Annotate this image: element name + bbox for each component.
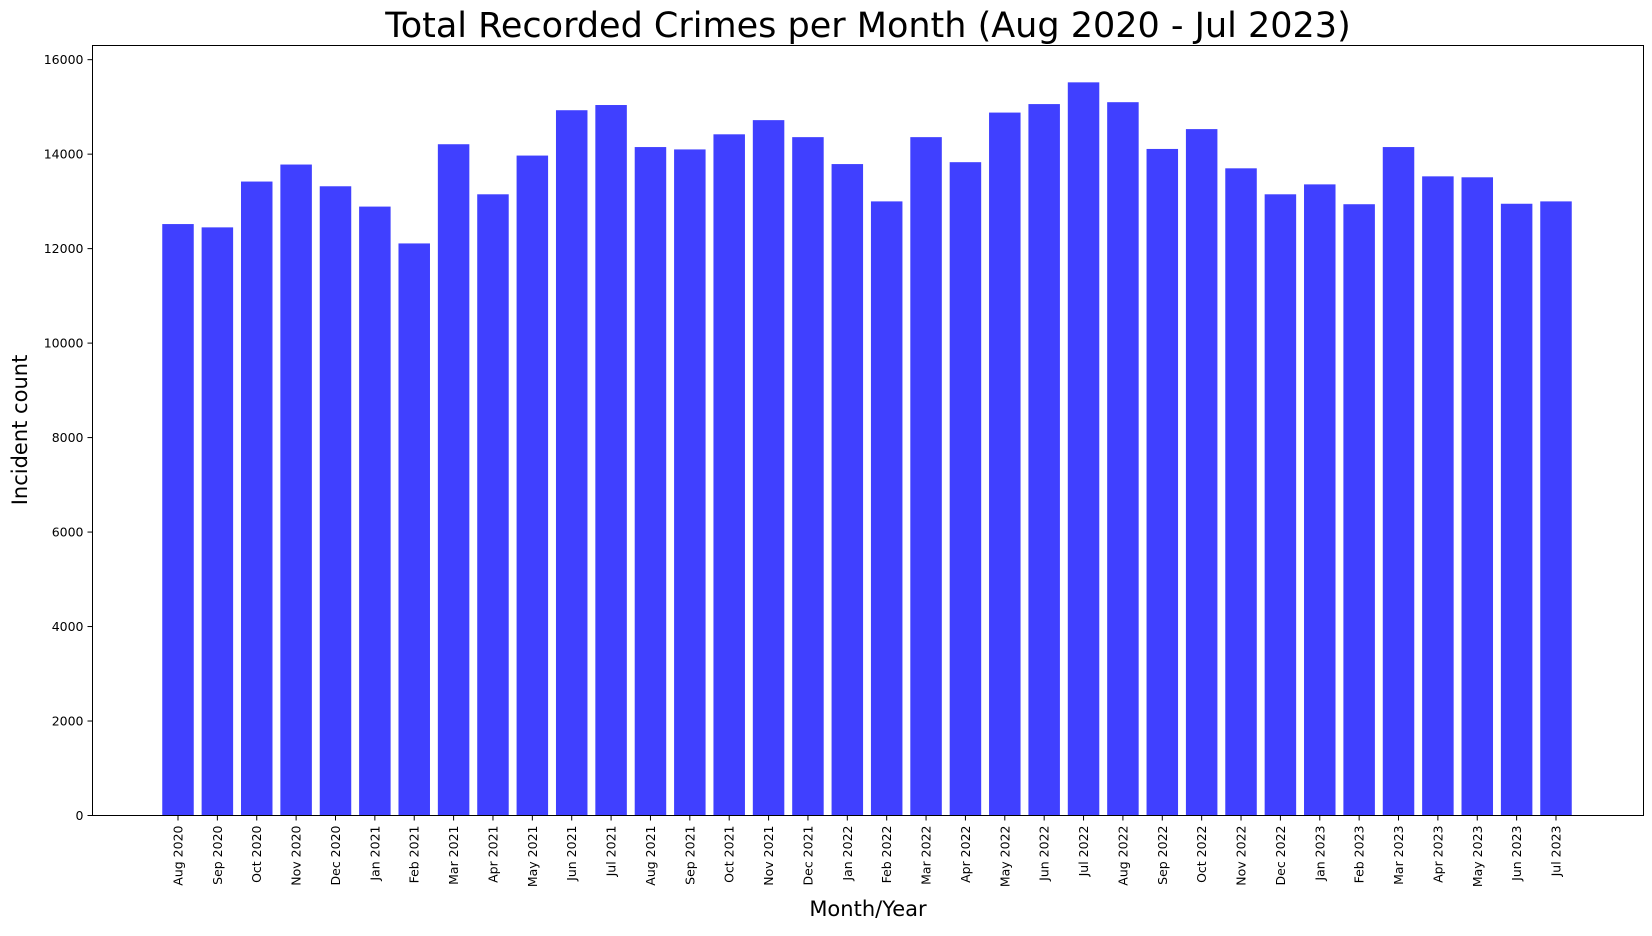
bar bbox=[949, 162, 982, 816]
x-tick-label: Oct 2021 bbox=[722, 826, 737, 883]
x-axis-title: Month/Year bbox=[809, 897, 927, 921]
x-tick-label: Mar 2022 bbox=[919, 826, 934, 885]
y-tick-label: 14000 bbox=[44, 147, 84, 162]
x-tick-label: Mar 2023 bbox=[1391, 826, 1406, 885]
bar bbox=[713, 134, 745, 816]
bar bbox=[1461, 177, 1494, 816]
plot-area bbox=[162, 82, 1572, 816]
x-tick-label: Dec 2022 bbox=[1273, 826, 1288, 886]
bar bbox=[1067, 82, 1100, 816]
x-axis: Aug 2020 Sep 2020 Oct 2020 Nov 2020 Dec 2020… bbox=[171, 815, 1564, 888]
bar bbox=[477, 194, 509, 816]
bar bbox=[280, 164, 312, 816]
x-tick-label: Feb 2021 bbox=[407, 826, 422, 884]
x-tick-label: Jan 2021 bbox=[367, 826, 382, 882]
x-tick-label: Jul 2023 bbox=[1549, 826, 1564, 878]
x-tick-label: Feb 2022 bbox=[879, 826, 894, 884]
bar bbox=[1146, 148, 1179, 816]
x-tick-label: Jan 2022 bbox=[840, 826, 855, 882]
x-tick-label: Oct 2020 bbox=[249, 825, 264, 882]
x-tick-label: Dec 2020 bbox=[328, 825, 343, 885]
bar bbox=[792, 137, 824, 816]
bar bbox=[1343, 204, 1375, 816]
x-tick-label: Jan 2023 bbox=[1312, 826, 1327, 882]
bar bbox=[398, 243, 430, 816]
x-tick-label: Nov 2021 bbox=[761, 826, 776, 886]
y-tick-label: 12000 bbox=[44, 241, 84, 256]
x-tick-label: Dec 2021 bbox=[800, 826, 815, 886]
bar bbox=[201, 227, 234, 816]
bar bbox=[516, 155, 549, 816]
bar bbox=[437, 144, 470, 816]
y-tick-label: 10000 bbox=[44, 336, 84, 351]
bar bbox=[752, 120, 785, 816]
x-tick-label: Jul 2021 bbox=[604, 826, 619, 878]
bar bbox=[1500, 203, 1533, 816]
y-axis: 0 2000 4000 6000 8000 10000 12000 14000 16000 bbox=[44, 52, 93, 823]
bar bbox=[1540, 201, 1572, 816]
y-tick-label: 2000 bbox=[52, 714, 84, 729]
x-tick-label: Jul 2022 bbox=[1076, 826, 1091, 878]
x-tick-label: Apr 2023 bbox=[1430, 826, 1445, 883]
x-tick-label: Apr 2021 bbox=[485, 826, 500, 883]
x-tick-label: Sep 2020 bbox=[210, 825, 225, 884]
bar bbox=[359, 206, 391, 816]
x-tick-label: Sep 2021 bbox=[682, 826, 697, 885]
x-tick-label: Nov 2022 bbox=[1234, 826, 1249, 886]
y-tick-label: 8000 bbox=[52, 430, 84, 445]
bar bbox=[634, 147, 667, 816]
bar bbox=[319, 186, 352, 816]
bar bbox=[1225, 168, 1257, 816]
plot-frame bbox=[92, 45, 1644, 816]
x-tick-label: Sep 2022 bbox=[1155, 826, 1170, 885]
bar bbox=[1264, 194, 1297, 816]
x-tick-label: Aug 2020 bbox=[171, 825, 186, 885]
bar bbox=[1185, 129, 1218, 816]
y-tick-label: 16000 bbox=[44, 52, 84, 67]
x-tick-label: May 2022 bbox=[997, 826, 1012, 888]
y-axis-title: Incident count bbox=[8, 355, 32, 506]
bar bbox=[1304, 184, 1336, 816]
bar bbox=[555, 110, 588, 816]
x-tick-label: Feb 2023 bbox=[1352, 826, 1367, 884]
x-tick-label: Mar 2021 bbox=[446, 826, 461, 885]
bar bbox=[870, 201, 903, 816]
x-tick-label: Oct 2022 bbox=[1194, 826, 1209, 883]
x-tick-label: Jun 2021 bbox=[564, 826, 579, 882]
x-tick-label: Jun 2023 bbox=[1509, 826, 1524, 882]
bar bbox=[1028, 104, 1060, 816]
bar bbox=[989, 112, 1021, 816]
chart-title: Total Recorded Crimes per Month (Aug 202… bbox=[384, 6, 1350, 46]
x-tick-label: May 2023 bbox=[1470, 826, 1485, 888]
bar bbox=[910, 137, 942, 816]
bar bbox=[674, 149, 706, 816]
x-tick-label: Jun 2022 bbox=[1037, 826, 1052, 882]
x-tick-label: Aug 2021 bbox=[643, 826, 658, 886]
x-tick-label: Aug 2022 bbox=[1115, 826, 1130, 886]
bar bbox=[162, 224, 194, 816]
bar bbox=[1107, 102, 1139, 816]
y-tick-label: 4000 bbox=[52, 619, 84, 634]
bar bbox=[1382, 147, 1415, 816]
bar bbox=[595, 105, 627, 816]
bar bbox=[831, 164, 864, 816]
bar bbox=[1422, 176, 1454, 816]
x-tick-label: May 2021 bbox=[525, 826, 540, 888]
x-tick-label: Nov 2020 bbox=[289, 825, 304, 885]
bar bbox=[240, 181, 273, 816]
x-tick-label: Apr 2022 bbox=[958, 826, 973, 883]
y-tick-label: 0 bbox=[76, 808, 84, 823]
y-tick-label: 6000 bbox=[52, 525, 84, 540]
